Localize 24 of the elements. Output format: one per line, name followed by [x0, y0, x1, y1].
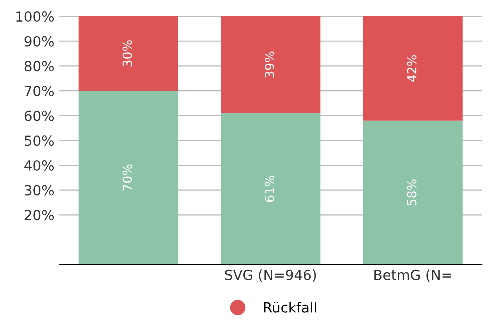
- y-tick-label: 60%: [24, 110, 54, 122]
- bar: [221, 16, 321, 114]
- data-label: 70%: [122, 164, 132, 191]
- bar: [78, 91, 178, 265]
- bar: [363, 120, 463, 265]
- bar: [78, 16, 178, 92]
- data-label: 39%: [265, 52, 274, 78]
- y-tick-label: 20%: [24, 210, 54, 221]
- x-tick-label: SVG (N=946): [225, 270, 316, 282]
- data-label: 42%: [407, 55, 417, 82]
- legend-label: Rückfall: [264, 302, 316, 313]
- y-tick-label: 70%: [25, 86, 54, 96]
- data-label: 30%: [122, 40, 132, 67]
- y-tick-label: 40%: [24, 160, 54, 171]
- y-tick-label: 100%: [16, 12, 54, 22]
- bar: [363, 16, 463, 121]
- data-label: 58%: [407, 180, 417, 206]
- x-tick-label: BetmG (N=: [374, 270, 452, 282]
- bar: [221, 113, 321, 265]
- y-tick-label: 50%: [24, 136, 54, 146]
- y-tick-label: 80%: [24, 61, 54, 72]
- y-tick-label: 30%: [24, 185, 54, 196]
- data-label: 61%: [265, 176, 274, 202]
- y-tick-label: 90%: [24, 36, 54, 47]
